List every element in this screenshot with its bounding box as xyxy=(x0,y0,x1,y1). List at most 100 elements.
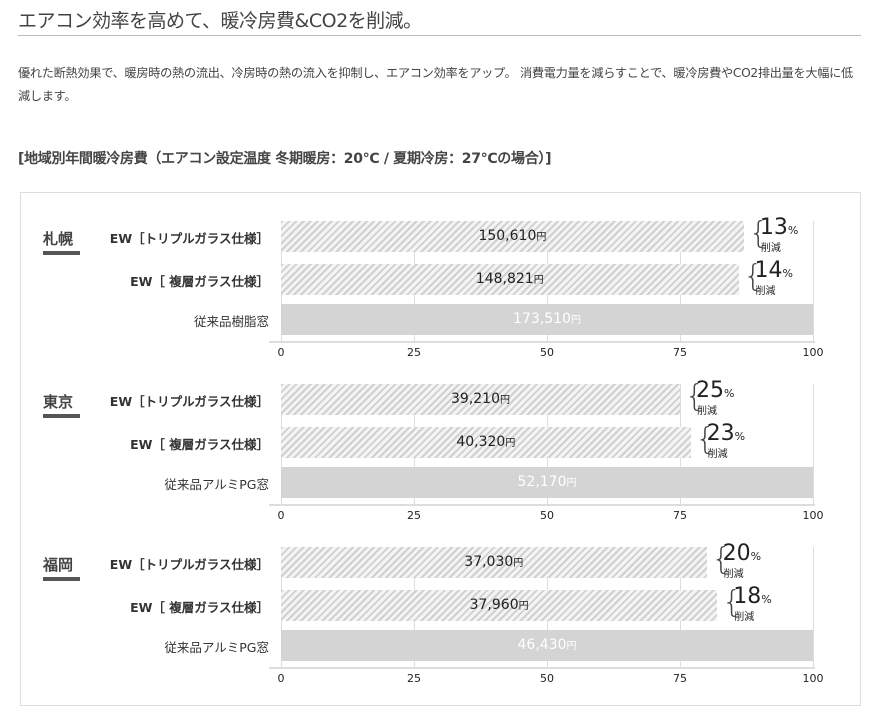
region-label: 福岡 xyxy=(43,556,74,574)
bar-value-label: 37,960円 xyxy=(470,597,529,613)
x-axis xyxy=(269,667,815,669)
bar-value-label: 39,210円 xyxy=(451,391,510,407)
region-underline xyxy=(43,251,80,255)
percent-sign: % xyxy=(724,387,735,400)
reduction-label: 削減 xyxy=(697,406,717,417)
value-text: 39,210 xyxy=(451,391,500,407)
gridline xyxy=(813,384,814,505)
bar xyxy=(281,384,680,415)
brace-icon: { xyxy=(748,216,768,251)
yen-unit: 円 xyxy=(500,395,510,406)
value-text: 40,320 xyxy=(456,434,506,450)
percent-sign: % xyxy=(734,430,746,443)
tick-label: 50 xyxy=(540,509,554,522)
yen-unit: 円 xyxy=(533,275,544,286)
tick-label: 25 xyxy=(407,509,421,522)
bar xyxy=(281,304,813,335)
bar-value-label: 173,510円 xyxy=(513,311,581,327)
percent-sign: % xyxy=(787,224,799,237)
yen-unit: 円 xyxy=(566,641,577,652)
reduction-value: 18 xyxy=(733,584,762,609)
tick-label: 50 xyxy=(540,346,554,359)
value-text: 37,960 xyxy=(469,597,519,613)
region-underline xyxy=(43,577,80,581)
category-label: 従来品アルミPG窓 xyxy=(164,640,269,655)
category-label: 従来品樹脂窓 xyxy=(193,314,269,329)
bar xyxy=(281,427,691,458)
reduction-value: 20 xyxy=(722,541,751,566)
percent-sign: % xyxy=(761,593,772,606)
bar-value-label: 150,610円 xyxy=(478,228,546,244)
reduction-percent: 20% xyxy=(723,541,761,566)
bar xyxy=(281,221,744,252)
tick-label: 75 xyxy=(673,672,687,685)
tick-label: 100 xyxy=(802,672,824,685)
bar-value-label: 37,030円 xyxy=(464,554,523,570)
page-title: エアコン効率を高めて、暖冷房費&CO2を削減。 xyxy=(18,10,422,32)
bar-value-label: 46,430円 xyxy=(518,637,577,653)
gridline xyxy=(813,221,814,342)
tick-label: 100 xyxy=(802,346,824,359)
reduction-label: 削減 xyxy=(760,243,781,254)
region-label: 札幌 xyxy=(43,230,74,248)
brace-icon: { xyxy=(695,422,715,457)
reduction-label: 削減 xyxy=(723,569,744,580)
category-label: EW［ 複層ガラス仕様］ xyxy=(130,600,269,615)
region-label: 東京 xyxy=(43,393,74,411)
reduction-value: 23 xyxy=(706,421,735,446)
bar-value-label: 40,320円 xyxy=(456,434,515,450)
brace-icon: { xyxy=(711,542,731,577)
tick-label: 75 xyxy=(673,509,687,522)
x-axis xyxy=(269,504,815,506)
reduction-percent: 18% xyxy=(733,584,771,609)
chart-title: [地域別年間暖冷房費（エアコン設定温度 冬期暖房：20℃ / 夏期冷房：27℃の… xyxy=(18,151,552,167)
percent-sign: % xyxy=(750,550,762,563)
category-label: EW［トリプルガラス仕様］ xyxy=(109,394,269,409)
value-text: 46,430 xyxy=(517,637,567,653)
tick-label: 0 xyxy=(277,672,285,685)
value-text: 150,610 xyxy=(478,228,537,244)
brace-icon: { xyxy=(722,585,742,620)
brace-icon: { xyxy=(685,379,705,414)
reduction-label: 削減 xyxy=(734,612,755,623)
bar xyxy=(281,264,739,295)
category-label: EW［トリプルガラス仕様］ xyxy=(109,557,269,572)
chart-container: 札幌 0 25 50 75 100 EW［トリプルガラス仕様］ 150,610円{13% 削減 E… xyxy=(20,192,861,706)
reduction-value: 25 xyxy=(696,378,724,403)
value-text: 52,170 xyxy=(517,474,567,490)
bar xyxy=(281,547,707,578)
yen-unit: 円 xyxy=(570,315,581,326)
tick-label: 50 xyxy=(540,672,554,685)
category-label: EW［ 複層ガラス仕様］ xyxy=(130,437,269,452)
reduction-value: 14 xyxy=(754,258,783,283)
brace-icon: { xyxy=(743,259,763,294)
tick-label: 100 xyxy=(802,509,824,522)
bar-value-label: 52,170円 xyxy=(518,474,577,490)
title-divider xyxy=(18,35,861,36)
bar-value-label: 148,821円 xyxy=(476,271,544,287)
category-label: EW［ 複層ガラス仕様］ xyxy=(130,274,269,289)
reduction-percent: 13% xyxy=(760,215,798,240)
bar xyxy=(281,630,813,661)
percent-sign: % xyxy=(782,267,793,280)
category-label: EW［トリプルガラス仕様］ xyxy=(109,231,269,246)
reduction-label: 削減 xyxy=(755,286,776,297)
reduction-percent: 25% xyxy=(696,378,734,403)
region-underline xyxy=(43,414,80,418)
value-text: 173,510 xyxy=(513,311,571,327)
category-label: 従来品アルミPG窓 xyxy=(164,477,269,492)
gridline xyxy=(813,547,814,668)
yen-unit: 円 xyxy=(518,601,529,612)
tick-label: 75 xyxy=(673,346,687,359)
value-text: 148,821 xyxy=(475,271,534,287)
yen-unit: 円 xyxy=(566,478,577,489)
x-axis xyxy=(269,341,815,343)
description: 優れた断熱効果で、暖房時の熱の流出、冷房時の熱の流入を抑制し、エアコン効率をアッ… xyxy=(18,66,853,103)
tick-label: 25 xyxy=(407,672,421,685)
bar xyxy=(281,590,718,621)
value-text: 37,030 xyxy=(464,554,514,570)
tick-label: 0 xyxy=(277,346,285,359)
yen-unit: 円 xyxy=(536,232,547,243)
yen-unit: 円 xyxy=(505,438,516,449)
reduction-label: 削減 xyxy=(707,449,728,460)
